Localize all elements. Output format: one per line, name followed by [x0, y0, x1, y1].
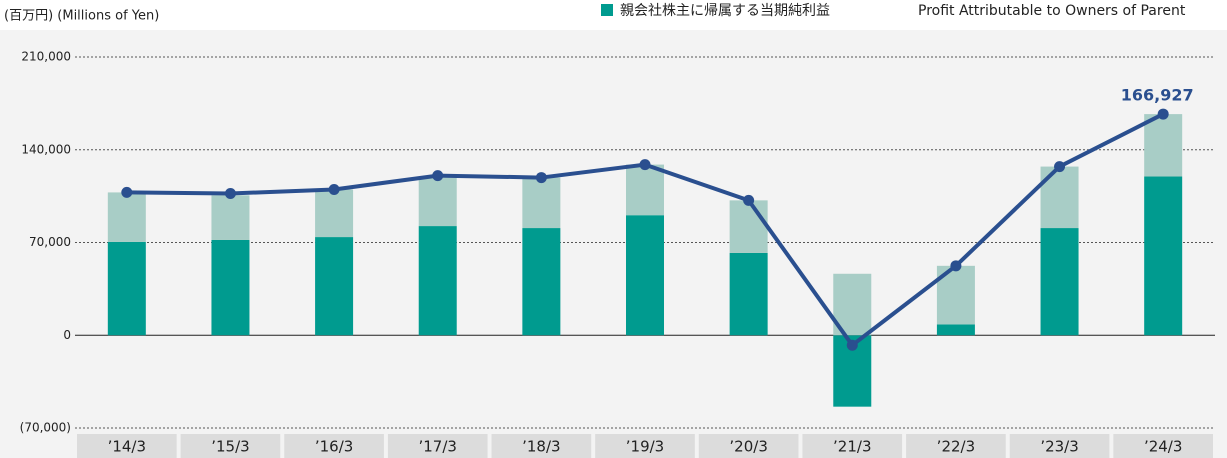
- x-tick-label: ’14/3: [108, 438, 146, 456]
- line-point: [328, 184, 340, 195]
- line-point: [1157, 108, 1169, 120]
- bar: [626, 164, 664, 216]
- bar: [418, 177, 457, 227]
- bar: [418, 226, 457, 336]
- data-label: 166,927: [1121, 86, 1194, 105]
- y-tick-label: 70,000: [29, 235, 71, 249]
- x-tick-label: ’24/3: [1144, 438, 1182, 456]
- x-category-box: [802, 434, 903, 458]
- x-tick-label: ’16/3: [315, 438, 353, 456]
- line-point: [950, 260, 962, 272]
- x-category-box: [1113, 434, 1213, 458]
- x-category-box: [698, 434, 799, 458]
- bar: [107, 241, 146, 336]
- bar: [1040, 166, 1079, 229]
- line-point: [1054, 161, 1066, 173]
- bar: [729, 252, 768, 336]
- x-category-box: [906, 434, 1006, 458]
- bar: [729, 200, 768, 253]
- x-category-box: [1009, 434, 1110, 458]
- x-tick-label: ’23/3: [1040, 438, 1078, 456]
- x-category-box: [284, 434, 384, 458]
- x-tick-label: ’21/3: [833, 438, 871, 456]
- x-category-box: [180, 434, 281, 458]
- legend-label: 親会社株主に帰属する当期純利益: [620, 2, 830, 19]
- x-tick-label: ’22/3: [937, 438, 975, 456]
- y-tick-label: 0: [63, 328, 71, 342]
- y-tick-label: 210,000: [21, 50, 71, 64]
- y-tick-label: 140,000: [21, 142, 71, 156]
- x-tick-label: ’18/3: [522, 438, 560, 456]
- line-point: [535, 172, 547, 184]
- bar: [107, 192, 146, 242]
- x-category-box: [77, 434, 177, 458]
- bar: [315, 237, 354, 336]
- bar: [315, 189, 354, 238]
- x-tick-label: ’15/3: [211, 438, 249, 456]
- bar: [1040, 228, 1079, 336]
- legend-label-en: Profit Attributable to Owners of Parent: [918, 3, 1186, 19]
- bar: [1144, 114, 1183, 177]
- bar: [211, 195, 250, 240]
- bar: [522, 228, 561, 336]
- bar: [936, 324, 975, 336]
- line-point: [846, 339, 858, 351]
- bar: [522, 177, 561, 229]
- x-category-box: [387, 434, 488, 458]
- bar: [211, 239, 250, 336]
- y-unit: (百万円) (Millions of Yen): [4, 9, 159, 24]
- legend-swatch: [601, 4, 613, 16]
- x-category-box: [491, 434, 592, 458]
- line-point: [432, 170, 444, 182]
- plot-background: [0, 30, 1227, 458]
- bar: [1144, 176, 1183, 336]
- y-tick-label: (70,000): [20, 421, 71, 435]
- x-tick-label: ’20/3: [729, 438, 767, 456]
- line-point: [121, 186, 133, 198]
- line-point: [639, 159, 651, 171]
- x-category-box: [595, 434, 695, 458]
- line-point: [743, 194, 755, 206]
- x-tick-label: ’17/3: [419, 438, 457, 456]
- line-point: [224, 187, 236, 199]
- x-tick-label: ’19/3: [626, 438, 664, 456]
- bar: [626, 215, 664, 336]
